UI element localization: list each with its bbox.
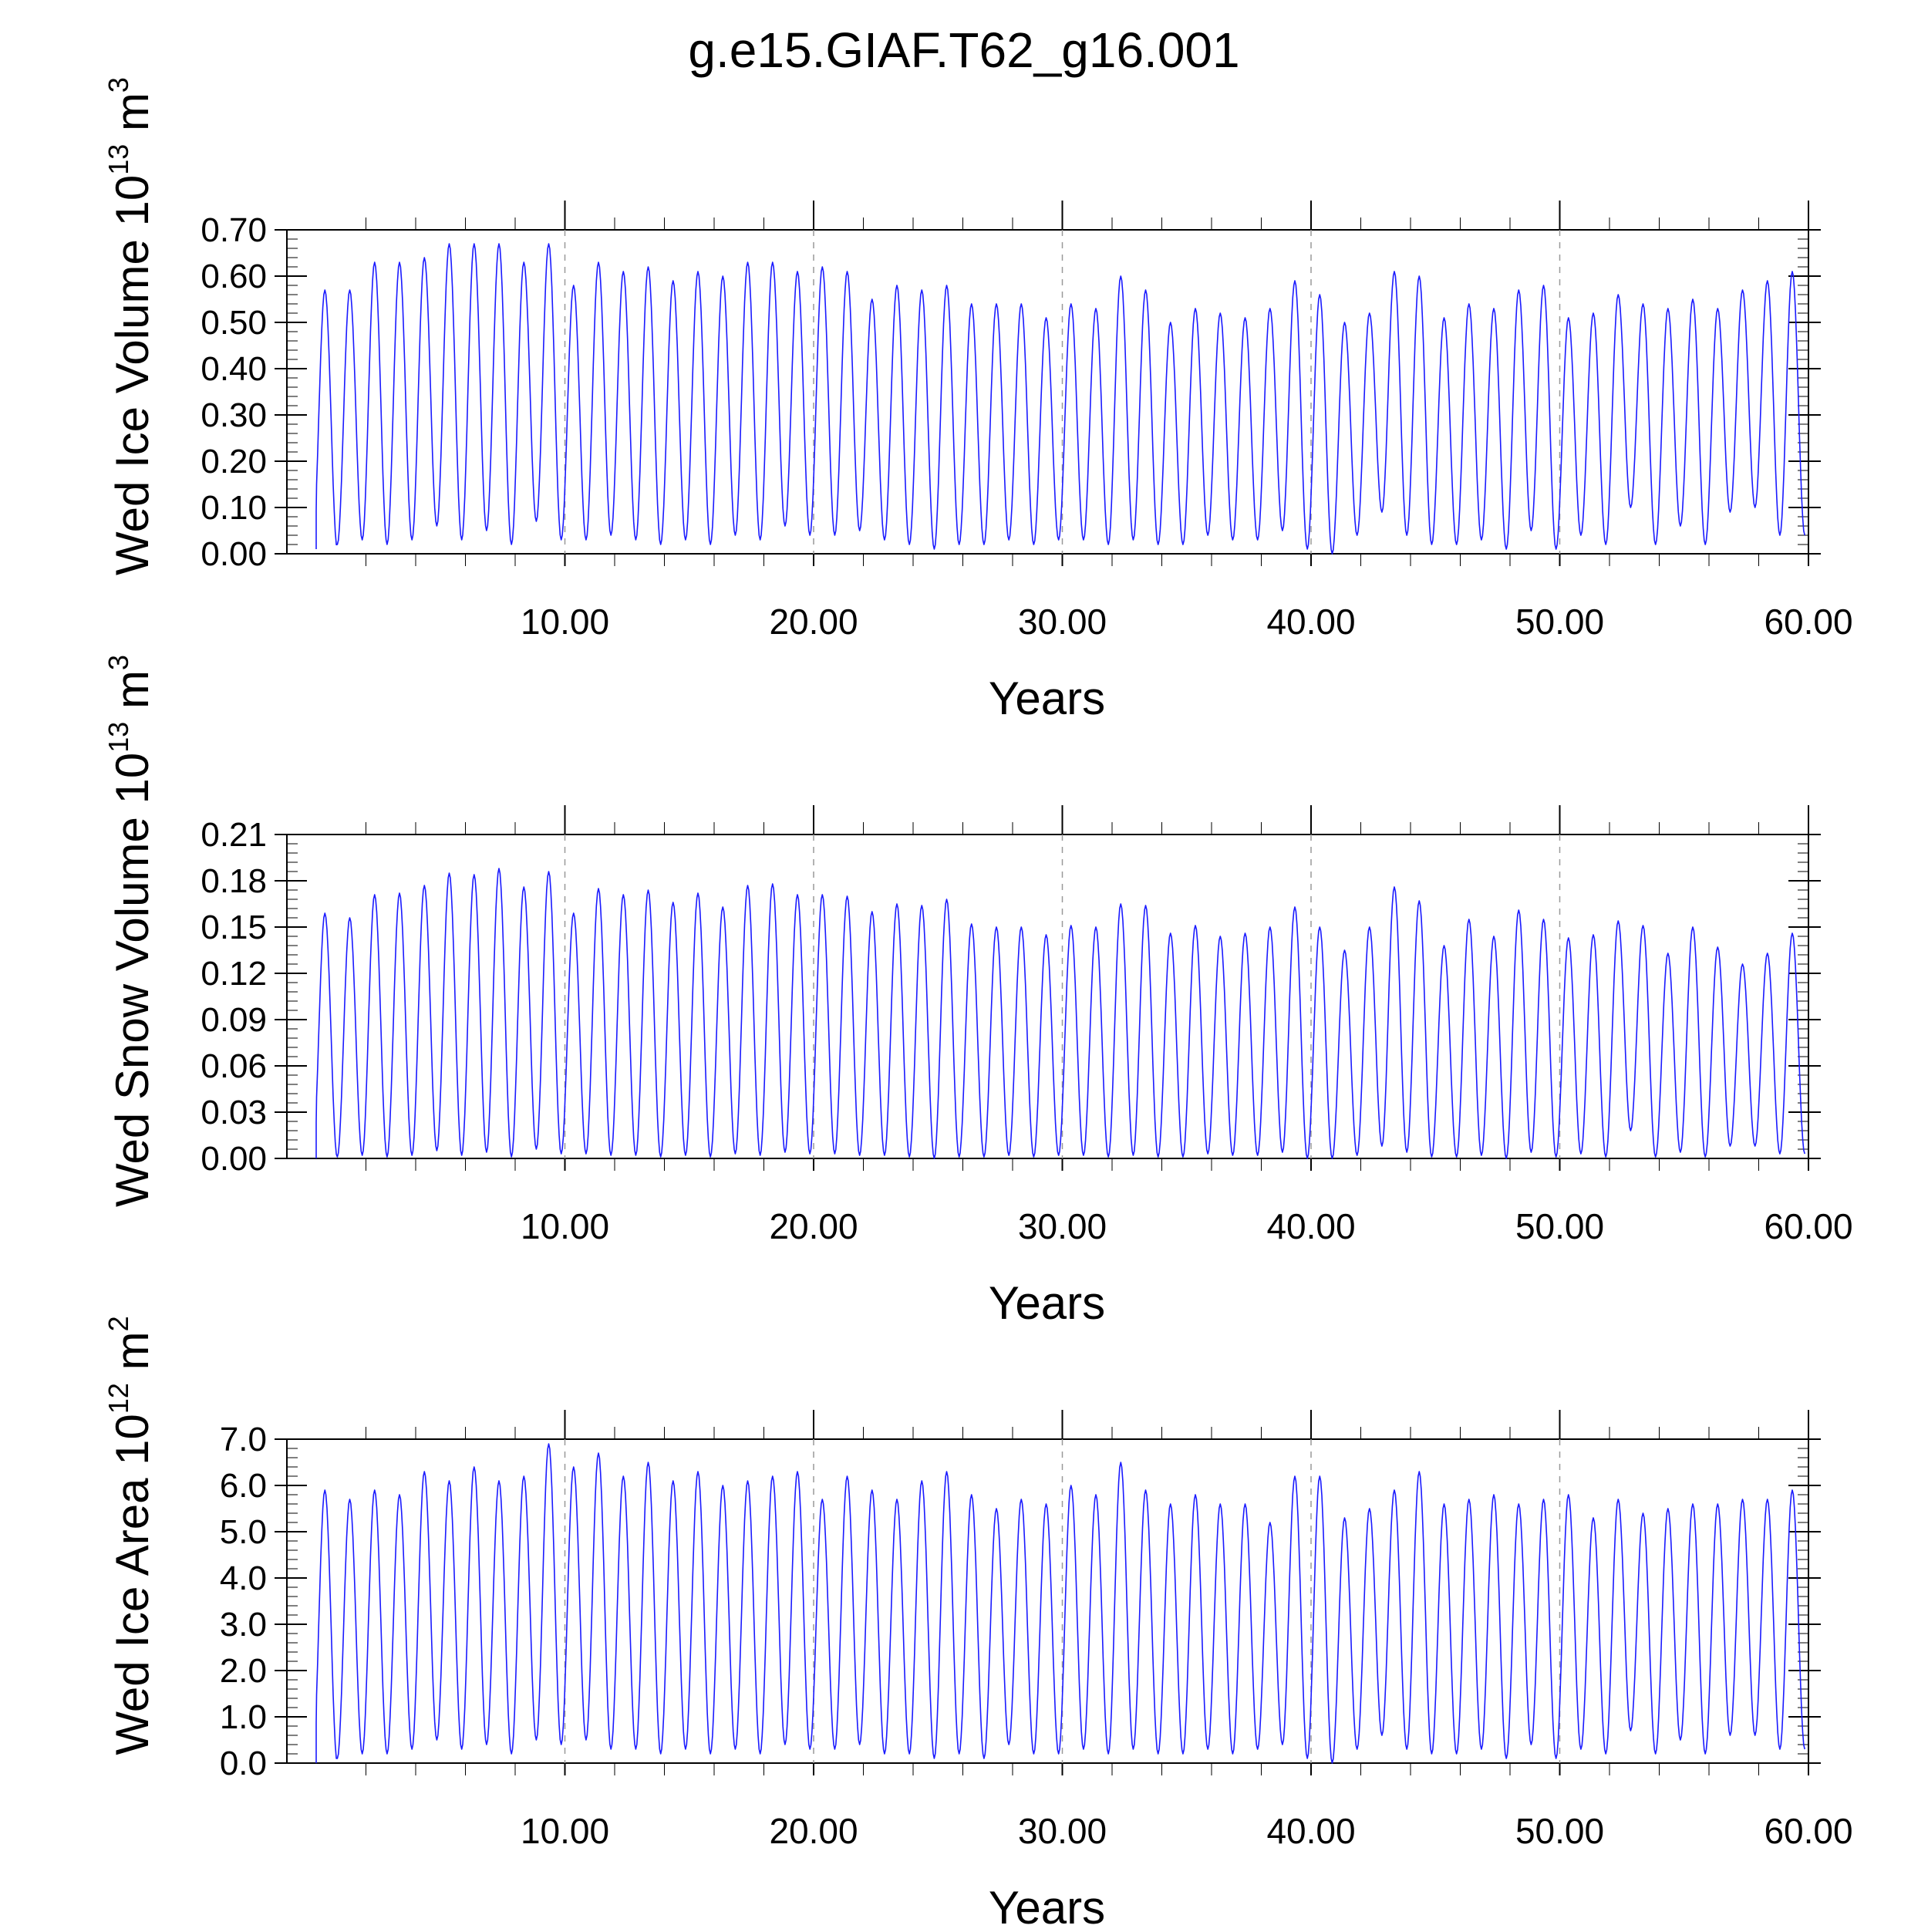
x-tick-label: 60.00 — [1764, 602, 1852, 642]
x-tick-label: 10.00 — [521, 602, 609, 642]
x-tick-label: 30.00 — [1018, 602, 1107, 642]
chart-panel-2: 0.00 0.03 0.06 0.09 0.12 0.15 0.18 0.21 10.00 20.… — [103, 655, 1853, 1329]
y-tick-label: 0.30 — [201, 396, 267, 434]
x-tick-label: 20.00 — [769, 1811, 858, 1851]
x-tick-label: 60.00 — [1764, 1206, 1852, 1246]
x-tick-label: 40.00 — [1266, 1811, 1355, 1851]
x-tick-label: 30.00 — [1018, 1811, 1107, 1851]
x-tick-label: 40.00 — [1266, 602, 1355, 642]
x-tick-label: 10.00 — [521, 1811, 609, 1851]
y-tick-label: 7.0 — [220, 1421, 267, 1458]
x-tick-label: 20.00 — [769, 602, 858, 642]
series-line-1 — [315, 868, 1805, 1159]
x-tick-label: 40.00 — [1266, 1206, 1355, 1246]
y-tick-label: 0.03 — [201, 1094, 267, 1131]
x-tick-label: 50.00 — [1515, 1811, 1604, 1851]
plot-frame — [286, 229, 1809, 555]
figure-title: g.e15.GIAF.T62_g16.001 — [688, 22, 1240, 78]
y-tick-label: 0.20 — [201, 443, 267, 480]
y-tick-label: 0.06 — [201, 1047, 267, 1085]
y-tick-label: 0.15 — [201, 909, 267, 946]
x-tick-label: 10.00 — [521, 1206, 609, 1246]
y-tick-label: 0.12 — [201, 955, 267, 993]
x-tick-label: 50.00 — [1515, 602, 1604, 642]
y-tick-label: 0.10 — [201, 489, 267, 527]
plot-frame — [286, 834, 1809, 1159]
y-tick-label: 0.50 — [201, 304, 267, 342]
x-axis-label: Years — [989, 673, 1105, 724]
y-tick-label: 0.60 — [201, 258, 267, 295]
y-axis-label: Wed Snow Volume 1013 m3 — [103, 655, 158, 1207]
y-tick-label: 0.70 — [201, 211, 267, 249]
series-line-1 — [315, 1443, 1805, 1764]
y-tick-label: 0.00 — [201, 535, 267, 573]
plot-frame — [286, 1438, 1809, 1764]
series-line-1 — [315, 243, 1805, 555]
x-tick-label: 20.00 — [769, 1206, 858, 1246]
y-tick-label: 5.0 — [220, 1513, 267, 1551]
y-axis-label: Wed Ice Area 1012 m2 — [103, 1316, 158, 1755]
y-tick-label: 1.0 — [220, 1698, 267, 1736]
chart-panel-1: 0.00 0.10 0.20 0.30 0.40 0.50 0.60 0.70 10.00 20.… — [103, 77, 1853, 724]
x-tick-label: 30.00 — [1018, 1206, 1107, 1246]
y-tick-label: 0.18 — [201, 862, 267, 900]
x-axis-label: Years — [989, 1277, 1105, 1329]
x-axis-label: Years — [989, 1882, 1105, 1928]
y-tick-label: 4.0 — [220, 1559, 267, 1597]
y-tick-label: 2.0 — [220, 1652, 267, 1690]
x-tick-label: 60.00 — [1764, 1811, 1852, 1851]
y-tick-label: 0.0 — [220, 1745, 267, 1782]
y-tick-label: 0.09 — [201, 1001, 267, 1039]
x-tick-label: 50.00 — [1515, 1206, 1604, 1246]
y-tick-label: 0.40 — [201, 350, 267, 388]
y-tick-label: 6.0 — [220, 1467, 267, 1505]
chart-panel-3: 0.0 1.0 2.0 3.0 4.0 5.0 6.0 7.0 10.00 20.00 30.00 4… — [103, 1316, 1853, 1932]
y-tick-label: 0.00 — [201, 1140, 267, 1178]
y-tick-label: 0.21 — [201, 816, 267, 854]
y-axis-label: Wed Ice Volume 1013 m3 — [103, 77, 158, 575]
y-tick-label: 3.0 — [220, 1606, 267, 1644]
